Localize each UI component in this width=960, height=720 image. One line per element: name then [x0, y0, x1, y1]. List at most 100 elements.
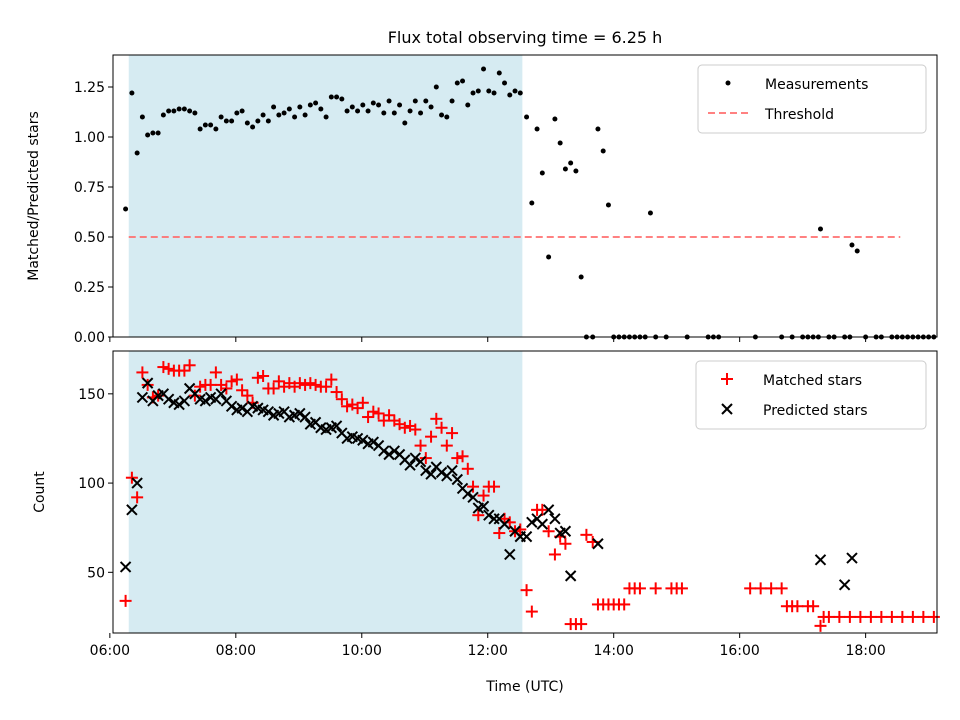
matched-star-point [525, 605, 538, 618]
predicted-star-point [542, 504, 555, 516]
measurement-point [578, 274, 584, 280]
matched-star-point [807, 600, 820, 613]
matched-star-point [330, 386, 343, 399]
matched-star-point [536, 503, 549, 516]
predicted-star-point [388, 445, 401, 457]
predicted-star-point [477, 500, 490, 512]
measurement-point [496, 70, 502, 76]
matched-star-point [372, 407, 385, 420]
matched-star-point [194, 380, 207, 393]
matched-star-point [843, 610, 856, 623]
matched-star-point [833, 610, 846, 623]
measurement-point [381, 110, 387, 116]
measurement-point [239, 108, 245, 114]
x-tick-label: 14:00 [594, 643, 634, 659]
matched-star-point [362, 411, 375, 424]
matched-star-point [377, 414, 390, 427]
predicted-star-point [294, 407, 306, 420]
matched-star-point [188, 389, 201, 402]
predicted-star-point [435, 466, 448, 479]
predicted-star-point [131, 477, 143, 489]
matched-star-point [927, 610, 940, 623]
top-legend: Measurements Threshold [697, 64, 927, 134]
measurement-point [355, 108, 361, 114]
measurement-point [302, 112, 308, 118]
matched-star-point [320, 380, 333, 393]
measurement-point [307, 102, 313, 108]
matched-star-point [325, 373, 338, 386]
matched-star-point [775, 582, 788, 595]
predicted-star-point [299, 411, 311, 423]
measurement-point [849, 242, 855, 248]
predicted-star-point [549, 513, 561, 525]
measurement-point [481, 66, 487, 72]
matched-star-point [119, 594, 132, 607]
measurement-point [407, 108, 413, 114]
matched-star-point [875, 610, 888, 623]
measurement-point [281, 110, 287, 116]
measurement-point [568, 160, 574, 166]
measurement-point [412, 98, 418, 104]
matched-star-point [493, 527, 506, 540]
measurement-point [313, 100, 319, 106]
measurement-point [234, 110, 240, 116]
measurement-point [171, 108, 177, 114]
matched-star-point [580, 528, 593, 541]
predicted-star-point [420, 464, 432, 477]
measurement-point [176, 106, 182, 112]
predicted-star-point [462, 488, 474, 500]
matched-star-point [241, 389, 254, 402]
matched-star-point [575, 618, 588, 631]
predicted-star-point [536, 518, 549, 530]
matched-star-point [414, 439, 427, 452]
matched-star-point [220, 382, 233, 395]
measurement-point [344, 108, 350, 114]
matched-star-point [618, 598, 631, 611]
legend-label-measurements: Measurements [765, 77, 868, 93]
measurement-point [534, 126, 540, 132]
matched-star-point [178, 364, 191, 377]
matched-star-point [754, 582, 767, 595]
matched-star-point [383, 409, 396, 422]
matched-star-point [335, 393, 348, 406]
measurement-point [208, 122, 214, 128]
measurement-point [397, 102, 403, 108]
measurement-point [276, 112, 282, 118]
measurement-point [265, 118, 271, 124]
matched-star-point [341, 400, 354, 413]
predicted-star-point [526, 516, 538, 529]
matched-star-point [885, 610, 898, 623]
measurement-point [297, 104, 303, 110]
matched-star-point [472, 509, 485, 522]
predicted-star-point [378, 445, 390, 457]
predicted-star-point [564, 570, 577, 582]
matched-star-point [131, 491, 144, 504]
matched-star-point [814, 619, 827, 632]
measurement-point [218, 114, 224, 120]
observing-window-band [128, 351, 523, 633]
matched-star-point [446, 427, 459, 440]
y-tick-label: 150 [78, 387, 105, 403]
measurement-point [202, 122, 208, 128]
measurement-point [255, 118, 261, 124]
x-tick-label: 08:00 [216, 643, 256, 659]
matched-star-point [299, 378, 312, 391]
predicted-star-point [520, 530, 533, 543]
measurement-point [647, 210, 653, 216]
predicted-star-point [357, 434, 369, 446]
measurement-point [524, 114, 530, 120]
matched-star-point [451, 452, 464, 465]
predicted-star-point [425, 468, 437, 480]
x-tick-label: 06:00 [90, 643, 130, 659]
predicted-star-point [467, 491, 479, 504]
measurement-point [134, 150, 140, 156]
matched-star-point [230, 373, 243, 386]
measurement-point [181, 106, 187, 112]
matched-star-point [917, 610, 930, 623]
matched-star-point [430, 412, 443, 425]
predicted-star-point [814, 554, 827, 566]
measurement-point [562, 166, 568, 172]
chart-title: Flux total observing time = 6.25 h [388, 28, 663, 47]
legend-marker-matched [721, 373, 733, 385]
